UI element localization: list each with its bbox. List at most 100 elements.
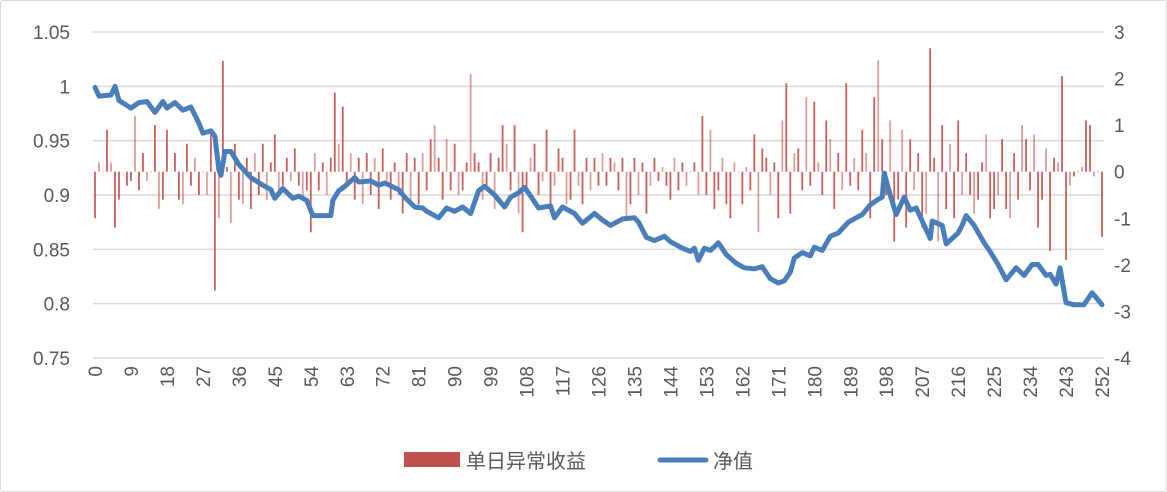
bar <box>753 134 756 172</box>
right-axis-tick-label: 3 <box>1114 23 1125 44</box>
bar <box>961 171 964 195</box>
bar <box>237 171 240 200</box>
x-axis-tick-label: 207 <box>913 366 934 398</box>
bar <box>933 157 936 172</box>
bar <box>937 171 940 242</box>
right-axis-tick-label: -4 <box>1114 349 1131 370</box>
bar <box>110 162 112 172</box>
bar <box>637 171 640 195</box>
x-axis-tick-label: 135 <box>625 366 646 398</box>
x-axis-tick-label: 72 <box>374 366 395 387</box>
bar <box>413 157 416 172</box>
bar <box>1021 125 1023 172</box>
bar <box>845 83 848 172</box>
bar <box>589 171 592 191</box>
bar <box>425 171 428 191</box>
bar <box>825 120 828 172</box>
bar <box>118 171 120 200</box>
bar <box>705 171 708 195</box>
x-axis-tick-label: 171 <box>769 366 790 398</box>
bar <box>641 162 644 172</box>
x-axis-tick-label: 63 <box>338 366 359 387</box>
bar <box>170 171 172 173</box>
bar <box>1033 134 1035 172</box>
bar <box>457 171 460 195</box>
bar <box>957 120 960 172</box>
bar <box>421 153 424 172</box>
bar <box>569 171 572 200</box>
bar <box>573 129 576 172</box>
x-axis-tick-label: 189 <box>841 366 862 398</box>
x-axis-tick-label: 81 <box>410 366 431 387</box>
bar <box>577 171 580 186</box>
bar <box>106 129 108 172</box>
bar <box>209 134 212 172</box>
left-axis-tick-label: 0.85 <box>33 240 70 261</box>
bar <box>585 157 588 172</box>
bar <box>365 153 368 172</box>
bar <box>485 171 488 186</box>
bar <box>813 101 816 172</box>
bar <box>505 143 508 172</box>
bar <box>345 171 348 186</box>
bar <box>94 171 96 219</box>
bar <box>441 171 444 200</box>
bar <box>833 171 836 209</box>
bar <box>857 171 860 191</box>
bar <box>729 171 732 219</box>
bar <box>357 157 360 172</box>
bar <box>693 162 696 172</box>
bar <box>497 157 500 172</box>
bar <box>301 171 304 200</box>
bar <box>721 157 724 172</box>
bar <box>253 153 256 172</box>
bar <box>973 171 976 214</box>
bar <box>689 171 692 173</box>
bar <box>553 171 556 186</box>
bar <box>293 148 296 172</box>
bar <box>317 171 320 191</box>
x-axis-tick-label: 216 <box>949 366 970 398</box>
bar <box>1077 171 1079 173</box>
bar <box>341 106 344 172</box>
bar <box>178 171 180 200</box>
bar <box>601 153 604 172</box>
right-axis-tick-label: 1 <box>1114 116 1125 137</box>
bar <box>329 157 332 172</box>
bar <box>581 171 584 205</box>
bar <box>969 171 972 195</box>
x-axis-tick-label: 36 <box>230 366 251 387</box>
bar <box>525 171 528 191</box>
bar <box>661 167 664 172</box>
bar <box>305 171 308 191</box>
bar <box>861 129 864 172</box>
bar <box>529 157 532 172</box>
bar <box>901 129 904 172</box>
bar <box>521 171 524 233</box>
x-axis-tick-label: 27 <box>194 366 215 387</box>
bar <box>1049 171 1051 251</box>
bar <box>385 171 388 186</box>
bar <box>461 171 464 191</box>
bar <box>673 157 676 172</box>
bar <box>725 171 728 205</box>
bar <box>537 171 540 195</box>
x-axis-tick-label: 0 <box>86 366 107 377</box>
bar <box>445 139 448 172</box>
bar <box>685 171 688 186</box>
bar <box>377 171 380 209</box>
bar <box>162 171 164 200</box>
bar <box>985 134 988 172</box>
bar <box>741 171 744 205</box>
bar <box>761 148 764 172</box>
x-axis-tick-label: 18 <box>158 366 179 387</box>
bar <box>134 115 136 172</box>
left-axis-tick-label: 0.8 <box>44 295 70 316</box>
bar <box>501 125 504 172</box>
bar <box>821 171 824 195</box>
bar <box>241 171 244 205</box>
bar <box>321 162 324 172</box>
bar <box>1041 171 1043 200</box>
bar <box>853 157 856 172</box>
legend-bar-swatch <box>404 452 460 467</box>
